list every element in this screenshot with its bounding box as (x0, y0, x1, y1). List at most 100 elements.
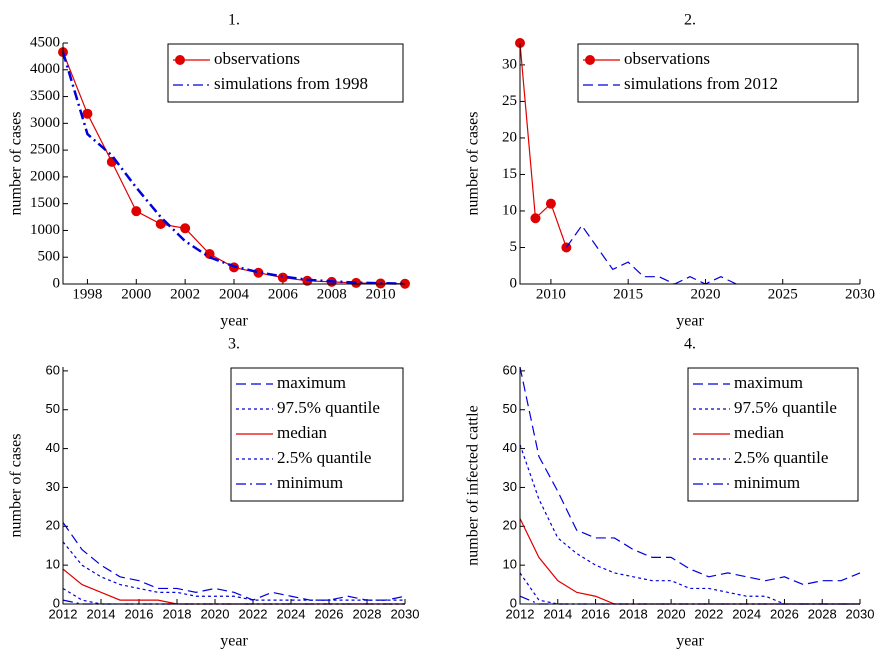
legend-label: minimum (277, 473, 343, 492)
x-tick-label: 2000 (121, 286, 151, 302)
x-tick-label: 2030 (846, 606, 875, 621)
chart-title: 1. (228, 12, 240, 29)
legend-label: 97.5% quantile (277, 398, 380, 417)
y-tick-label: 50 (503, 401, 517, 416)
series-line (519, 366, 861, 586)
y-tick-label: 3500 (30, 88, 60, 104)
x-tick-label: 2004 (219, 286, 250, 302)
data-point (155, 219, 166, 230)
x-tick-label: 2002 (170, 286, 200, 302)
axes-frame (62, 367, 405, 605)
series-line (519, 518, 860, 605)
data-point (131, 206, 142, 217)
x-tick-label: 2010 (536, 286, 566, 302)
x-tick-label: 2026 (770, 606, 799, 621)
y-tick-label: 10 (502, 202, 517, 218)
data-point (82, 108, 93, 119)
legend-label: median (734, 423, 785, 442)
x-tick-label: 2008 (317, 286, 347, 302)
legend-label: 97.5% quantile (734, 398, 837, 417)
y-tick-label: 4000 (30, 61, 60, 77)
x-tick-label: 2024 (732, 606, 761, 621)
y-tick-label: 50 (46, 401, 60, 416)
y-tick-label: 2500 (30, 142, 60, 158)
y-tick-label: 0 (53, 275, 61, 291)
x-tick-label: 2012 (506, 606, 535, 621)
x-tick-label: 2018 (163, 606, 192, 621)
x-tick-label: 2016 (125, 606, 154, 621)
axes-frame (519, 367, 860, 605)
x-tick-label: 2030 (391, 606, 420, 621)
series-line (62, 568, 405, 605)
y-tick-label: 30 (503, 479, 517, 494)
axes-frame (62, 43, 405, 285)
legend-label: 2.5% quantile (277, 448, 371, 467)
legend-label: observations (214, 49, 300, 68)
y-tick-label: 10 (46, 557, 60, 572)
y-tick-label: 1000 (30, 222, 60, 238)
y-tick-label: 2000 (30, 168, 60, 184)
legend-label: simulations from 2012 (624, 74, 778, 93)
x-tick-label: 2022 (694, 606, 723, 621)
y-axis-label: number of cases (465, 112, 482, 216)
data-point (561, 242, 572, 253)
chart-title: 2. (684, 12, 696, 29)
x-tick-label: 2010 (366, 286, 396, 302)
y-tick-label: 4500 (30, 34, 60, 50)
series-line (565, 224, 737, 285)
y-tick-label: 20 (503, 518, 517, 533)
data-point (180, 223, 191, 234)
x-tick-label: 2012 (49, 606, 78, 621)
legend-box (577, 43, 859, 103)
series-line (62, 522, 406, 601)
x-tick-label: 2030 (845, 286, 875, 302)
y-tick-label: 20 (502, 129, 517, 145)
x-tick-label: 2016 (581, 606, 610, 621)
x-tick-label: 2018 (619, 606, 648, 621)
data-point (277, 272, 288, 283)
series-line (61, 51, 406, 285)
legend-box (167, 43, 404, 103)
y-tick-label: 0 (510, 595, 517, 610)
series-line (519, 595, 860, 605)
y-tick-label: 20 (46, 518, 60, 533)
legend-label: 2.5% quantile (734, 448, 828, 467)
y-tick-label: 15 (502, 166, 517, 182)
legend-label: maximum (734, 373, 803, 392)
legend-label: observations (624, 49, 710, 68)
y-tick-label: 1500 (30, 195, 60, 211)
y-tick-label: 0 (510, 275, 518, 291)
y-tick-label: 500 (38, 249, 61, 265)
x-tick-label: 2024 (277, 606, 306, 621)
y-tick-label: 40 (46, 440, 60, 455)
legend-label: simulations from 1998 (214, 74, 368, 93)
x-tick-label: 2020 (690, 286, 720, 302)
legend-label: maximum (277, 373, 346, 392)
y-axis-label: number of cases (8, 112, 25, 216)
y-tick-label: 5 (510, 239, 518, 255)
x-tick-label: 2020 (657, 606, 686, 621)
x-tick-label: 2022 (239, 606, 268, 621)
x-tick-label: 2028 (353, 606, 382, 621)
data-point (253, 267, 264, 278)
legend-marker (585, 55, 595, 65)
axes-frame (519, 43, 860, 285)
legend-label: minimum (734, 473, 800, 492)
series-line (519, 42, 567, 248)
y-tick-label: 25 (502, 93, 517, 109)
series-line (62, 541, 405, 601)
x-axis-label: year (220, 633, 248, 650)
x-tick-label: 2025 (768, 286, 798, 302)
y-tick-label: 30 (502, 56, 517, 72)
data-point (530, 213, 541, 224)
y-tick-label: 10 (503, 557, 517, 572)
y-tick-label: 60 (46, 362, 60, 377)
y-tick-label: 0 (53, 595, 60, 610)
y-tick-label: 40 (503, 440, 517, 455)
legend-marker (175, 55, 185, 65)
y-tick-label: 3000 (30, 115, 60, 131)
x-tick-label: 2015 (613, 286, 643, 302)
x-axis-label: year (676, 633, 704, 650)
y-axis-label: number of infected cattle (465, 405, 482, 565)
